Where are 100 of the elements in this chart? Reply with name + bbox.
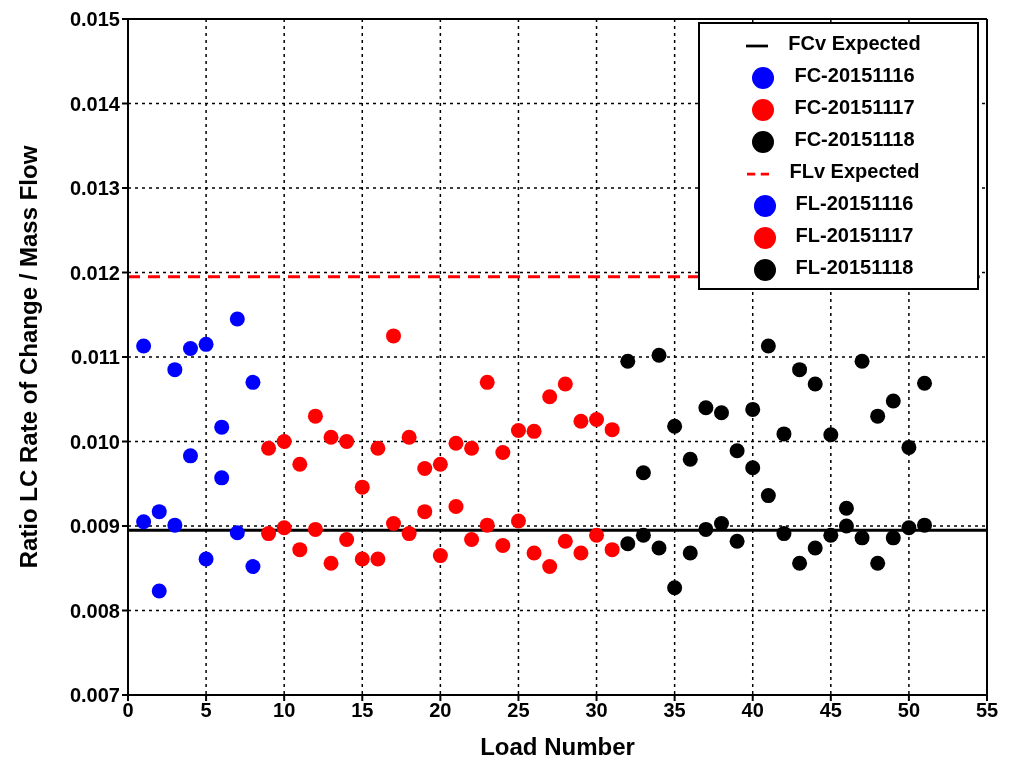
point	[151, 504, 167, 520]
x-tick-label: 25	[507, 699, 530, 722]
point	[557, 376, 573, 392]
point	[604, 422, 620, 438]
point	[854, 353, 870, 369]
point	[870, 408, 886, 424]
point	[838, 518, 854, 534]
point	[276, 434, 292, 449]
legend-label: FL-20151117	[795, 224, 914, 246]
point	[901, 520, 917, 536]
point	[386, 515, 402, 531]
point	[635, 465, 651, 481]
point	[354, 479, 370, 495]
legend-label: FC-20151116	[794, 64, 915, 86]
point	[792, 555, 808, 571]
x-tick-label: 10	[273, 699, 296, 722]
point	[417, 461, 433, 477]
point	[245, 374, 261, 390]
point	[495, 444, 511, 460]
x-tick-label: 20	[429, 699, 452, 722]
point	[729, 533, 745, 549]
point	[776, 526, 792, 542]
x-tick-label: 5	[200, 699, 212, 722]
point	[167, 362, 183, 378]
point	[526, 423, 542, 439]
y-tick-label: 0.014	[69, 92, 121, 115]
point	[620, 353, 636, 369]
point	[776, 426, 792, 442]
point	[448, 435, 464, 451]
point	[792, 362, 808, 378]
legend-label: FCv Expected	[788, 32, 921, 54]
y-axis-title: Ratio LC Rate of Change / Mass Flow	[14, 145, 42, 569]
y-tick-label: 0.012	[69, 261, 120, 284]
point	[229, 525, 245, 541]
point	[573, 413, 589, 429]
point	[635, 527, 651, 543]
point	[542, 389, 558, 405]
point	[526, 545, 542, 561]
x-tick-label: 15	[351, 699, 374, 722]
point	[651, 347, 667, 363]
point	[292, 456, 308, 472]
point	[370, 551, 386, 567]
point	[198, 551, 214, 567]
legend-label: FL-20151118	[795, 256, 914, 278]
point	[698, 521, 714, 537]
point	[182, 448, 198, 464]
point	[510, 423, 526, 439]
x-axis-title: Load Number	[480, 733, 635, 760]
point	[760, 338, 776, 354]
legend-label: FL-20151116	[795, 192, 914, 214]
point	[667, 418, 683, 434]
point	[823, 527, 839, 543]
point	[464, 532, 480, 548]
point	[682, 545, 698, 561]
y-tick-label: 0.008	[69, 599, 120, 622]
point	[229, 311, 245, 327]
y-tick-label: 0.013	[69, 177, 120, 200]
point	[339, 532, 355, 548]
point	[917, 517, 933, 533]
point	[838, 500, 854, 516]
point	[651, 540, 667, 556]
legend-label: FC-20151117	[794, 96, 915, 118]
x-tick-label: 35	[663, 699, 686, 722]
point	[901, 439, 917, 455]
point	[261, 440, 277, 456]
point	[557, 533, 573, 549]
x-tick-label: 40	[741, 699, 764, 722]
point	[136, 338, 152, 354]
point	[479, 374, 495, 390]
legend-label: FC-20151118	[794, 128, 915, 150]
point	[542, 559, 558, 575]
point	[510, 513, 526, 529]
x-tick-label: 55	[975, 699, 999, 722]
x-tick-label: 45	[819, 699, 842, 722]
point	[807, 376, 823, 392]
point	[292, 542, 308, 558]
point	[823, 427, 839, 443]
point	[323, 429, 339, 445]
point	[167, 517, 183, 533]
point	[667, 580, 683, 596]
point	[386, 328, 402, 344]
point	[745, 401, 761, 417]
point	[573, 545, 589, 561]
y-tick-label: 0.011	[71, 346, 120, 369]
y-tick-label: 0.010	[69, 430, 120, 453]
point	[417, 504, 433, 520]
point	[745, 460, 761, 476]
point	[182, 341, 198, 357]
point	[214, 470, 230, 486]
point	[448, 499, 464, 515]
point	[261, 526, 277, 542]
point	[245, 559, 261, 575]
point	[198, 336, 214, 352]
point	[713, 405, 729, 421]
point	[307, 521, 323, 537]
point	[604, 542, 620, 558]
point	[401, 429, 417, 445]
point	[307, 408, 323, 424]
point	[370, 440, 386, 456]
point	[698, 400, 714, 416]
